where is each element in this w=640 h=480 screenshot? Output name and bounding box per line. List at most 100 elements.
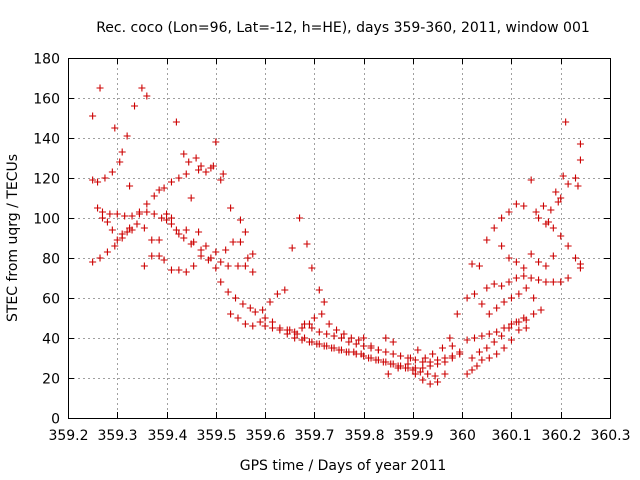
data-point bbox=[468, 260, 476, 268]
data-point bbox=[463, 294, 471, 302]
y-tick-label: 100 bbox=[33, 212, 60, 228]
data-point bbox=[234, 262, 242, 270]
x-tick-label: 360 bbox=[449, 428, 476, 444]
data-point bbox=[572, 174, 580, 182]
y-tick-label: 180 bbox=[33, 52, 60, 68]
data-point bbox=[244, 254, 252, 262]
x-tick-label: 360.1 bbox=[491, 428, 531, 444]
data-point bbox=[246, 304, 254, 312]
data-point bbox=[500, 298, 508, 306]
data-point bbox=[108, 168, 116, 176]
data-point bbox=[261, 322, 269, 330]
data-point bbox=[512, 274, 520, 282]
data-point bbox=[475, 262, 483, 270]
data-point bbox=[308, 264, 316, 272]
data-point bbox=[251, 308, 259, 316]
data-point bbox=[557, 194, 565, 202]
data-point bbox=[576, 264, 584, 272]
data-point bbox=[522, 324, 530, 332]
plot-frame bbox=[68, 58, 611, 419]
data-point bbox=[217, 278, 225, 286]
data-point bbox=[291, 334, 299, 342]
data-point bbox=[367, 344, 375, 352]
data-point bbox=[397, 352, 405, 360]
data-point bbox=[182, 226, 190, 234]
x-axis-label: GPS time / Days of year 2011 bbox=[240, 458, 447, 474]
data-point bbox=[103, 218, 111, 226]
data-point bbox=[325, 320, 333, 328]
data-point bbox=[505, 324, 513, 332]
data-point bbox=[498, 332, 506, 340]
data-point bbox=[113, 210, 121, 218]
data-point bbox=[180, 150, 188, 158]
data-point bbox=[414, 346, 422, 354]
data-point bbox=[463, 336, 471, 344]
data-point bbox=[140, 262, 148, 270]
data-point bbox=[155, 236, 163, 244]
data-point bbox=[217, 176, 225, 184]
data-point bbox=[493, 350, 501, 358]
data-point bbox=[453, 310, 461, 318]
data-point bbox=[478, 332, 486, 340]
y-tick-label: 60 bbox=[42, 292, 60, 308]
data-point bbox=[330, 332, 338, 340]
data-point bbox=[535, 258, 543, 266]
grid-lines bbox=[68, 58, 610, 418]
data-point bbox=[515, 326, 523, 334]
data-point bbox=[498, 214, 506, 222]
data-point bbox=[293, 330, 301, 338]
data-point bbox=[163, 210, 171, 218]
y-axis-label: STEC from uqrg / TECUs bbox=[5, 154, 21, 322]
data-point bbox=[527, 176, 535, 184]
data-point bbox=[389, 350, 397, 358]
data-point bbox=[212, 138, 220, 146]
data-point bbox=[527, 274, 535, 282]
chart-title: Rec. coco (Lon=96, Lat=-12, h=HE), days … bbox=[96, 20, 590, 36]
data-point bbox=[554, 198, 562, 206]
data-point bbox=[374, 356, 382, 364]
data-point bbox=[367, 354, 375, 362]
data-point bbox=[493, 328, 501, 336]
data-point bbox=[520, 264, 528, 272]
data-point bbox=[434, 378, 442, 386]
data-point bbox=[167, 178, 175, 186]
data-point bbox=[564, 242, 572, 250]
data-point bbox=[182, 268, 190, 276]
y-tick-label: 0 bbox=[51, 412, 60, 428]
data-point bbox=[574, 182, 582, 190]
data-point bbox=[172, 226, 180, 234]
data-point bbox=[98, 208, 106, 216]
data-point bbox=[204, 256, 212, 264]
data-point bbox=[549, 224, 557, 232]
x-tick-label: 359.7 bbox=[294, 428, 334, 444]
data-point bbox=[315, 328, 323, 336]
data-point bbox=[562, 118, 570, 126]
data-point bbox=[429, 350, 437, 358]
data-point bbox=[404, 360, 412, 368]
data-point bbox=[478, 300, 486, 308]
data-point bbox=[483, 344, 491, 352]
data-point bbox=[232, 294, 240, 302]
data-point bbox=[347, 334, 355, 342]
x-tick-label: 360.3 bbox=[590, 428, 630, 444]
data-point bbox=[121, 212, 129, 220]
data-point bbox=[227, 310, 235, 318]
data-point bbox=[96, 254, 104, 262]
data-point bbox=[308, 324, 316, 332]
data-point bbox=[419, 364, 427, 372]
data-point bbox=[485, 330, 493, 338]
data-point bbox=[537, 306, 545, 314]
data-point bbox=[355, 336, 363, 344]
data-point bbox=[172, 118, 180, 126]
data-point bbox=[148, 236, 156, 244]
data-point bbox=[103, 248, 111, 256]
data-point bbox=[160, 256, 168, 264]
data-point bbox=[549, 252, 557, 260]
data-point bbox=[471, 290, 478, 298]
data-point bbox=[382, 348, 390, 356]
data-point bbox=[89, 176, 97, 184]
data-point bbox=[535, 214, 543, 222]
data-point bbox=[308, 338, 316, 346]
x-tick-label: 359.5 bbox=[196, 428, 236, 444]
data-point bbox=[360, 342, 368, 350]
